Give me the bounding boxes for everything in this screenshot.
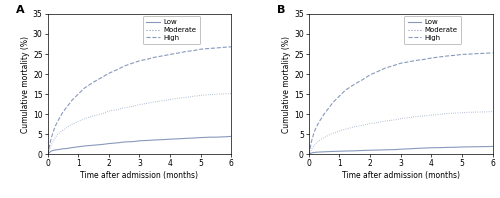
X-axis label: Time after admission (months): Time after admission (months) <box>342 171 460 180</box>
Text: A: A <box>16 5 25 15</box>
Y-axis label: Cumulative mortality (%): Cumulative mortality (%) <box>282 36 291 133</box>
Legend: Low, Moderate, High: Low, Moderate, High <box>143 16 200 44</box>
Text: B: B <box>278 5 285 15</box>
X-axis label: Time after admission (months): Time after admission (months) <box>80 171 198 180</box>
Y-axis label: Cumulative mortality (%): Cumulative mortality (%) <box>21 36 30 133</box>
Legend: Low, Moderate, High: Low, Moderate, High <box>404 16 462 44</box>
